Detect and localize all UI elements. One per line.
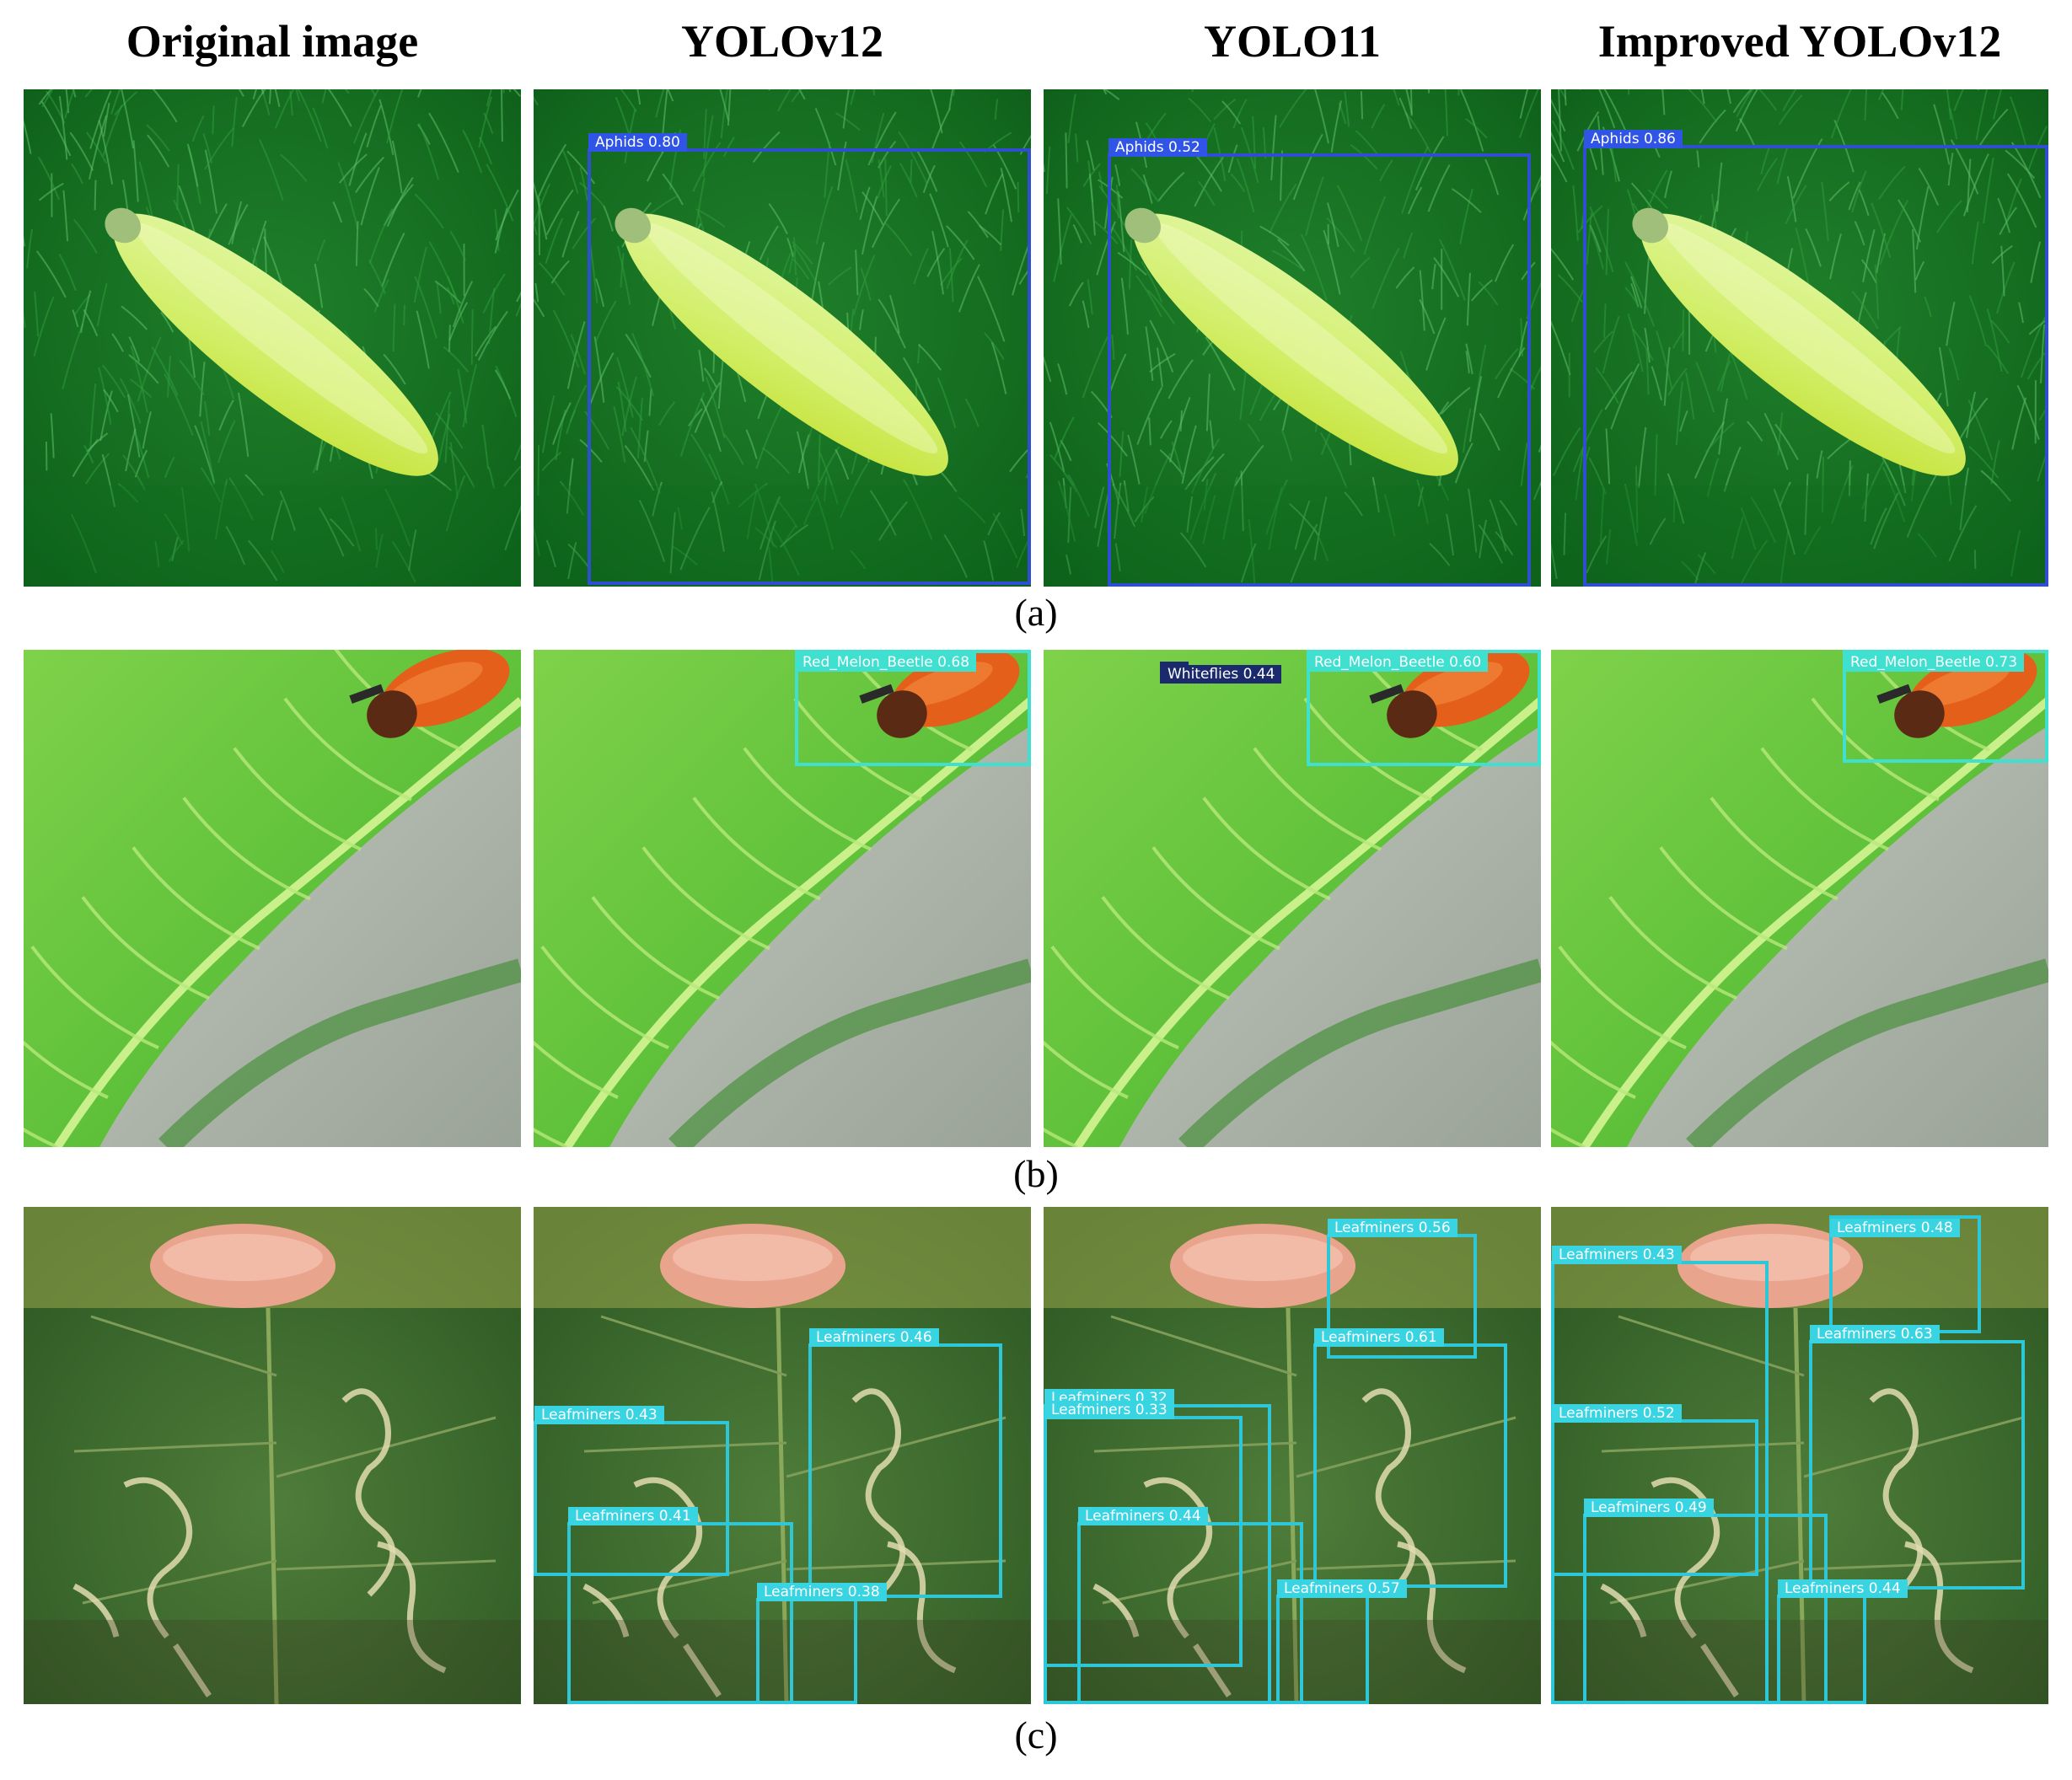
detection-label: Leafminers 0.56 (1328, 1219, 1457, 1237)
detection-label: Whiteflies 0.44 (1161, 665, 1282, 684)
leaf-beetle-photo (1551, 650, 2048, 1147)
panel-a-yolov12: Aphids 0.80 (534, 89, 1031, 587)
panel-a-improved-yolov12: Aphids 0.86 (1551, 89, 2048, 587)
detection-box: Whiteflies 0.44 (1160, 662, 1282, 684)
leafminers-photo (1044, 1207, 1541, 1704)
detection-box: Leafminers 0.43 (534, 1406, 729, 1576)
detection-box: Leafminers 0.46 (808, 1328, 1002, 1598)
panel-c-original (24, 1207, 521, 1704)
panel-b-improved-yolov12: Red_Melon_Beetle 0.73 (1551, 650, 2048, 1147)
detection-box: Leafminers 0.57 (1276, 1579, 1407, 1704)
header-improved-yolov12: Improved YOLOv12 (1597, 16, 2002, 67)
detection-label: Aphids 0.52 (1108, 138, 1207, 157)
detection-label: Leafminers 0.46 (809, 1328, 939, 1347)
panel-a-yolo11: Aphids 0.52 (1044, 89, 1541, 587)
leafminers-photo (24, 1207, 521, 1704)
caterpillar-photo (1551, 89, 2048, 587)
detection-box: Aphids 0.80 (588, 133, 1031, 585)
detection-label: Leafminers 0.44 (1078, 1507, 1208, 1525)
caterpillar-photo (24, 89, 521, 587)
detection-box: Leafminers 0.49 (1583, 1499, 1828, 1704)
detection-box: Leafminers 0.48 (1829, 1215, 1981, 1333)
detection-box: Aphids 0.86 (1583, 130, 2048, 587)
detection-label: Red_Melon_Beetle 0.68 (796, 653, 977, 672)
detection-label: Leafminers 0.49 (1584, 1499, 1714, 1517)
detection-box: Leafminers 0.33 (1044, 1401, 1243, 1667)
header-original-image: Original image (126, 16, 419, 67)
caption-b: (b) (1013, 1152, 1059, 1195)
detection-label: Aphids 0.86 (1584, 130, 1683, 148)
detection-box: Leafminers 0.56 (1327, 1219, 1477, 1359)
detection-box: Leafminers 0.63 (1809, 1325, 2025, 1590)
detection-label: Red_Melon_Beetle 0.60 (1307, 653, 1489, 672)
detection-label: Leafminers 0.61 (1314, 1328, 1444, 1347)
detection-box: Aphids 0.52 (1108, 138, 1531, 587)
detection-label: Leafminers 0.33 (1044, 1401, 1174, 1419)
caterpillar-photo (534, 89, 1031, 587)
detection-box: Red_Melon_Beetle 0.73 (1843, 650, 2048, 763)
detection-label: Leafminers 0.52 (1552, 1404, 1682, 1423)
detection-box: Leafminers 0.52 (1551, 1404, 1758, 1576)
detection-box: Leafminers 0.44 (1077, 1507, 1303, 1704)
detection-label: Leafminers 0.63 (1810, 1325, 1940, 1343)
detection-label: Leafminers 0.43 (1552, 1246, 1682, 1264)
detection-label: Leafminers 0.43 (534, 1406, 664, 1424)
detection-label: Leafminers 0.41 (568, 1507, 698, 1525)
panel-b-yolo11: Whiteflies 0.44 Red_Melon_Beetle 0.60 (1044, 650, 1541, 1147)
detection-label: Leafminers 0.44 (1778, 1579, 1908, 1598)
caterpillar-photo (1044, 89, 1541, 587)
header-yolov12: YOLOv12 (680, 16, 884, 67)
panel-b-original (24, 650, 521, 1147)
detection-box: Leafminers 0.61 (1313, 1328, 1507, 1588)
leaf-beetle-photo (534, 650, 1031, 1147)
caption-c: (c) (1014, 1713, 1058, 1756)
panel-a-original (24, 89, 521, 587)
detection-box: Leafminers 0.41 (567, 1507, 793, 1704)
panel-c-yolo11: Leafminers 0.56 Leafminers 0.61 Leafminers… (1044, 1207, 1541, 1704)
panel-c-improved-yolov12: Leafminers 0.48 Leafminers 0.43 Leafminers… (1551, 1207, 2048, 1704)
detection-label: Leafminers 0.57 (1277, 1579, 1407, 1598)
leafminers-photo (534, 1207, 1031, 1704)
detection-label: Leafminers 0.48 (1830, 1219, 1960, 1237)
leafminers-photo (1551, 1207, 2048, 1704)
leaf-beetle-photo (24, 650, 521, 1147)
detection-box: Leafminers 0.38 (756, 1583, 887, 1704)
caption-a: (a) (1014, 591, 1058, 634)
leaf-beetle-photo (1044, 650, 1541, 1147)
detection-box: Red_Melon_Beetle 0.68 (795, 650, 1031, 766)
detection-label: Red_Melon_Beetle 0.73 (1844, 653, 2025, 672)
panel-b-yolov12: Red_Melon_Beetle 0.68 (534, 650, 1031, 1147)
detection-box: Leafminers 0.44 (1777, 1579, 1908, 1704)
panel-c-yolov12: Leafminers 0.46 Leafminers 0.43 Leafminers… (534, 1207, 1031, 1704)
detection-label: Aphids 0.80 (588, 133, 687, 152)
header-yolo11: YOLO11 (1203, 16, 1382, 67)
detection-label: Leafminers 0.38 (757, 1583, 887, 1601)
detection-box: Red_Melon_Beetle 0.60 (1307, 650, 1541, 766)
